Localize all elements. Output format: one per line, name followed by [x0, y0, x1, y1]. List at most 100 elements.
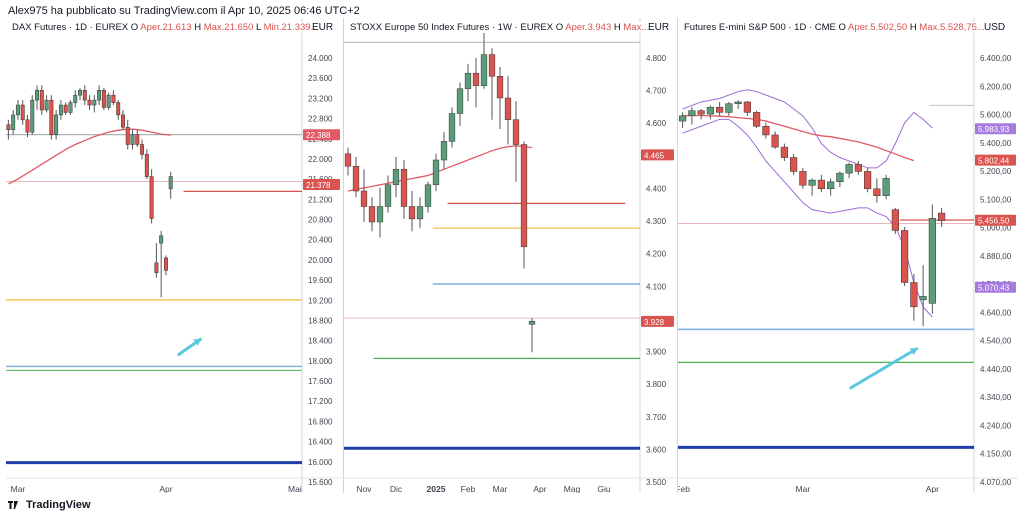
bearish-candle [520, 144, 528, 248]
stoxx-chart-pane[interactable]: 4.8004.7004.6004.5004.4004.3004.2004.100… [344, 18, 676, 493]
bullish-candle [919, 296, 927, 301]
bearish-candle [817, 179, 825, 190]
sp500-currency: USD [984, 22, 1006, 33]
x-tick-label: Mag [564, 484, 581, 493]
bullish-candle [159, 235, 164, 244]
price-label-text: 22.388 [306, 131, 331, 140]
bearish-candle [790, 157, 798, 172]
bullish-candle [44, 99, 49, 111]
bearish-candle [25, 119, 30, 133]
y-tick-label: 6.200,00 [980, 82, 1012, 91]
y-tick-label: 19.200 [308, 296, 333, 305]
bearish-candle [82, 90, 87, 101]
dax-currency: EUR [312, 22, 334, 33]
sp500-title-bar: Futures E-mini S&P 500 · 1D · CME O Aper… [684, 22, 985, 33]
lower-band-line [682, 118, 933, 318]
moving-average-line [8, 128, 171, 185]
bullish-candle [168, 176, 173, 190]
bearish-candle [504, 97, 512, 120]
y-tick-label: 4.440,00 [980, 365, 1012, 374]
y-tick-label: 5.000,00 [980, 224, 1012, 233]
price-label-text: 3.928 [644, 318, 665, 327]
dax-low: Min.21.339... [263, 22, 319, 33]
bearish-candle [716, 106, 724, 113]
bearish-candle [496, 76, 504, 99]
bullish-candle [448, 113, 456, 142]
dax-chart-pane[interactable]: 24.00023.60023.20022.80022.40022.00021.6… [6, 18, 342, 493]
bullish-candle [808, 179, 816, 186]
bearish-candle [6, 124, 11, 130]
bullish-candle [679, 115, 687, 122]
stoxx-chart-svg[interactable]: 4.8004.7004.6004.5004.4004.3004.2004.100… [344, 18, 676, 493]
bearish-candle [488, 54, 496, 77]
dax-low-label: L [256, 22, 261, 33]
y-tick-label: 21.200 [308, 195, 333, 204]
stoxx-high: Max... [623, 22, 650, 33]
x-tick-label: Feb [678, 484, 690, 493]
bullish-candle [725, 103, 733, 113]
price-label-text: 21.378 [306, 181, 331, 190]
y-tick-label: 22.800 [308, 115, 333, 124]
bearish-candle [135, 134, 140, 145]
bullish-candle [928, 218, 936, 304]
bullish-candle [30, 99, 35, 133]
bearish-candle [864, 171, 872, 190]
y-tick-label: 18.000 [308, 357, 333, 366]
tradingview-logo-icon [8, 501, 18, 509]
bearish-candle [400, 169, 408, 207]
bullish-candle [35, 90, 40, 101]
bullish-candle [827, 181, 835, 190]
y-tick-label: 4.070,00 [980, 478, 1012, 487]
bullish-candle [836, 172, 844, 183]
y-tick-label: 4.200 [646, 250, 667, 259]
y-tick-label: 4.640,00 [980, 308, 1012, 317]
bearish-candle [743, 101, 751, 113]
bullish-candle [706, 106, 714, 115]
bearish-candle [762, 126, 770, 136]
price-label-box [303, 179, 340, 191]
y-tick-label: 5.600,00 [980, 111, 1012, 120]
y-tick-label: 4.540,00 [980, 337, 1012, 346]
bullish-candle [464, 72, 472, 89]
sp500-high: Max.5.528,75... [919, 22, 985, 33]
sp500-chart-svg[interactable]: 6.400,00 6.200,00 5.600,00 5.400,00 5.200,00… [678, 18, 1018, 493]
bearish-candle [125, 126, 130, 145]
bearish-candle [344, 153, 352, 167]
bullish-candle [392, 169, 400, 186]
stoxx-currency: EUR [648, 22, 670, 33]
bearish-candle [697, 110, 705, 115]
bullish-candle [456, 88, 464, 114]
bearish-candle [120, 114, 125, 128]
bullish-candle [11, 114, 16, 130]
y-tick-label: 4.880,00 [980, 252, 1012, 261]
price-label-box [641, 315, 674, 327]
y-tick-label: 19.600 [308, 276, 333, 285]
bearish-candle [780, 146, 788, 158]
y-tick-label: 4.340,00 [980, 393, 1012, 402]
y-tick-label: 4.400 [646, 184, 667, 193]
sp500-open-label: O [838, 22, 846, 33]
bearish-candle [39, 90, 44, 111]
dax-chart-svg[interactable]: 24.00023.60023.20022.80022.40022.00021.6… [6, 18, 342, 493]
y-tick-label: 4.150,00 [980, 450, 1012, 459]
price-label-box [303, 129, 340, 141]
bearish-candle [163, 257, 168, 271]
y-tick-label: 3.700 [646, 413, 667, 422]
y-tick-label: 16.800 [308, 417, 333, 426]
pane-separator [343, 18, 344, 493]
y-tick-label: 3.600 [646, 445, 667, 454]
bullish-candle [73, 94, 78, 103]
bearish-candle [753, 112, 761, 127]
stoxx-open: Aper.3.943 [565, 22, 612, 33]
y-tick-label: 18.800 [308, 316, 333, 325]
bearish-candle [512, 119, 520, 145]
bearish-candle [938, 212, 946, 221]
dax-title: DAX Futures · 1D · EUREX [12, 22, 129, 33]
sp500-chart-pane[interactable]: 6.400,00 6.200,00 5.600,00 5.400,00 5.200,00… [678, 18, 1018, 493]
stoxx-high-label: H [613, 22, 621, 33]
bearish-candle [901, 230, 909, 283]
x-tick-label: Giu [597, 484, 611, 493]
bullish-candle [15, 104, 20, 116]
price-label-text: 5.070,43 [978, 284, 1010, 293]
bearish-candle [63, 104, 68, 113]
